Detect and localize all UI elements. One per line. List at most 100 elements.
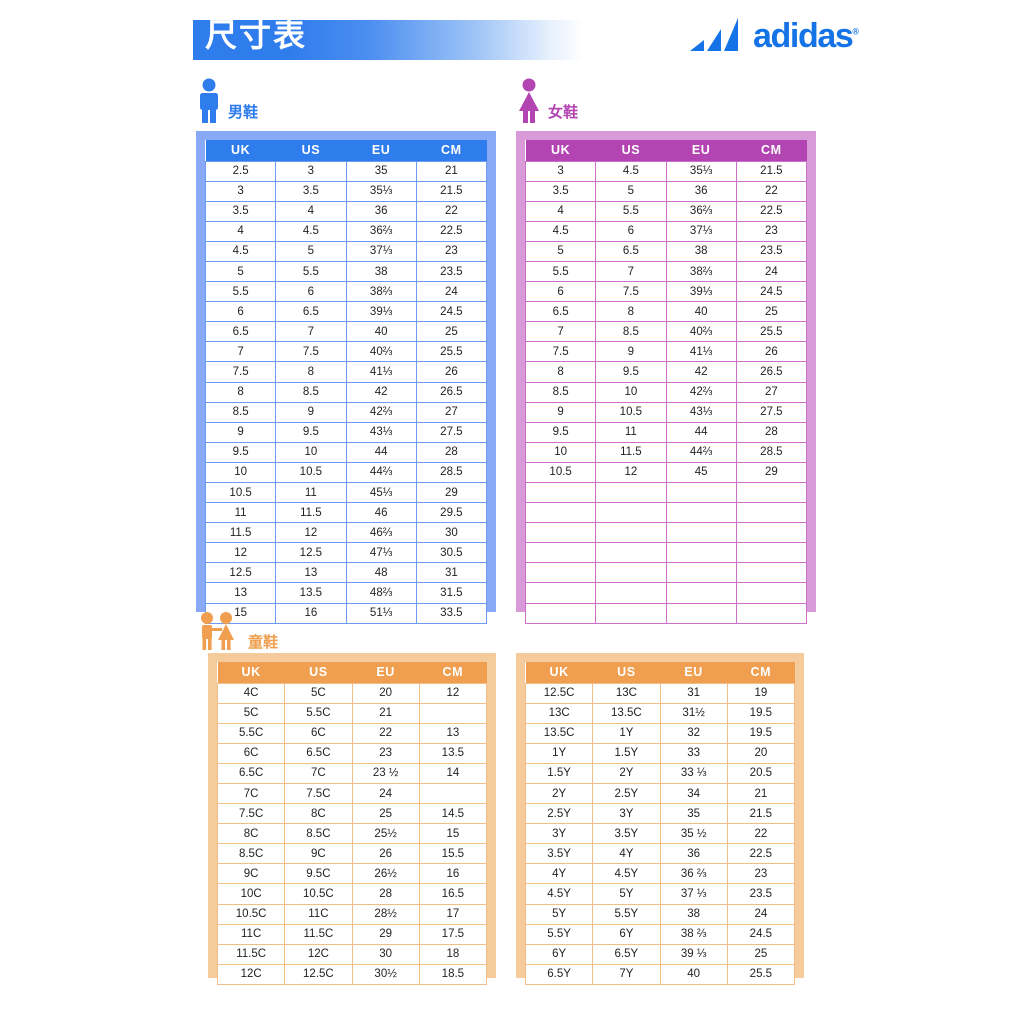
table-cell: 23 — [726, 863, 796, 885]
table-cell: 28 — [735, 421, 808, 443]
table-cell: 12C — [284, 943, 353, 965]
table-cell: 8.5C — [216, 843, 286, 865]
table-cell: 16.5 — [418, 883, 488, 905]
table-cell: 45⅓ — [345, 481, 417, 504]
table-cell: 1.5Y — [592, 742, 661, 764]
women-column-header-cm: CM — [736, 140, 807, 161]
table-cell: 30½ — [351, 963, 420, 985]
table-row: 1.5Y 2Y 33 ⅓ 20.5 — [524, 762, 796, 784]
table-row: 8 9.5 42 26.5 — [524, 361, 808, 383]
men-column-header-us: US — [275, 140, 346, 161]
table-row: 9.5 11 44 28 — [524, 421, 808, 443]
table-cell: 26 — [351, 843, 420, 865]
table-cell: 26.5 — [415, 381, 488, 403]
table-cell: 4Y — [592, 843, 661, 865]
table-cell: 4.5 — [595, 160, 667, 182]
table-cell: 42⅔ — [665, 381, 737, 403]
table-row: 2.5Y 3Y 35 21.5 — [524, 803, 796, 825]
table-cell: 5Y — [524, 903, 594, 925]
table-cell: 7Y — [592, 963, 661, 985]
section-label-kids-text: 童鞋 — [248, 634, 279, 651]
table-row: 6.5 7 40 25 — [204, 321, 488, 343]
table-cell: 23 — [415, 240, 488, 262]
table-cell: 44⅔ — [665, 441, 737, 463]
table-cell: 28½ — [351, 903, 420, 925]
table-cell: 10.5 — [524, 461, 597, 484]
table-row: 4Y 4.5Y 36 ⅔ 23 — [524, 863, 796, 885]
table-row: 3.5 5 36 22 — [524, 180, 808, 202]
table-row: 6C 6.5C 23 13.5 — [216, 742, 488, 764]
kids-right-column-header-eu: EU — [660, 662, 728, 683]
table-cell: 5C — [216, 702, 286, 724]
table-cell — [595, 562, 667, 584]
table-cell: 37⅓ — [345, 240, 417, 262]
table-row: 6.5C 7C 23 ½ 14 — [216, 762, 488, 784]
table-cell: 27 — [415, 401, 488, 423]
table-row: 13.5C 1Y 32 19.5 — [524, 722, 796, 744]
section-label-men: 男鞋 — [196, 78, 258, 124]
section-label-women: 女鞋 — [516, 78, 578, 124]
table-cell: 13.5 — [275, 582, 347, 604]
table-row: 12.5C 13C 31 19 — [524, 682, 796, 704]
table-cell: 26.5 — [735, 361, 808, 383]
table-cell: 8 — [275, 361, 347, 383]
table-cell: 30 — [415, 522, 488, 544]
page-header: 尺寸表 adidas® — [0, 0, 1024, 78]
table-cell: 3.5 — [204, 200, 277, 222]
table-cell: 11C — [284, 903, 353, 925]
table-row: 3.5 4 36 22 — [204, 200, 488, 222]
table-cell: 35⅓ — [345, 180, 417, 202]
table-cell: 13C — [592, 682, 661, 704]
kids-left-column-header-uk: UK — [217, 662, 285, 683]
table-cell: 38⅔ — [345, 281, 417, 303]
table-cell: 23 ½ — [351, 762, 420, 784]
table-cell: 25 — [351, 803, 420, 825]
table-cell: 28 — [351, 883, 420, 905]
table-cell: 11.5C — [284, 923, 353, 945]
table-cell: 13C — [524, 702, 594, 724]
adidas-three-bars-icon — [690, 18, 739, 51]
table-cell: 6.5 — [204, 321, 277, 343]
table-cell: 1.5Y — [524, 762, 594, 784]
men-size-table: UK US EU CM 2.5 3 35 21 3 3.5 35⅓ 21.5 3.5 4 36 22 4 4.5… — [204, 140, 488, 624]
table-cell: 51⅓ — [345, 602, 417, 624]
table-cell: 44⅔ — [345, 461, 417, 484]
table-cell: 42 — [665, 361, 737, 383]
table-row: 8.5C 9C 26 15.5 — [216, 843, 488, 865]
table-cell: 41⅓ — [665, 341, 737, 363]
table-cell: 11.5 — [595, 441, 667, 463]
table-cell: 24 — [415, 281, 488, 303]
table-cell — [524, 602, 597, 624]
kids-left-column-header-us: US — [284, 662, 352, 683]
table-cell: 22.5 — [726, 843, 796, 865]
table-cell: 13.5C — [524, 722, 594, 744]
table-cell: 3 — [524, 160, 597, 182]
table-cell: 7 — [595, 260, 667, 283]
table-cell: 27.5 — [415, 421, 488, 443]
kids-left-column-header-eu: EU — [352, 662, 420, 683]
table-cell: 12 — [418, 682, 488, 704]
table-cell: 5.5 — [595, 200, 667, 222]
table-cell: 25 — [735, 301, 808, 323]
table-row — [524, 582, 808, 604]
table-row: 4.5Y 5Y 37 ⅓ 23.5 — [524, 883, 796, 905]
table-cell: 10.5 — [275, 461, 347, 484]
table-row: 2.5 3 35 21 — [204, 160, 488, 182]
table-cell: 24 — [726, 903, 796, 925]
table-cell: 15 — [418, 823, 488, 845]
table-cell — [595, 582, 667, 604]
table-cell: 11.5 — [204, 522, 277, 544]
table-cell: 10 — [595, 381, 667, 403]
table-cell — [735, 582, 808, 604]
table-cell: 4 — [524, 200, 597, 222]
table-row — [524, 502, 808, 524]
table-cell: 35 — [345, 160, 417, 182]
table-cell: 5.5C — [284, 702, 353, 724]
table-cell: 44 — [665, 421, 737, 443]
table-cell: 4 — [204, 220, 277, 242]
table-cell: 38 ⅔ — [659, 923, 728, 945]
table-cell: 30 — [351, 943, 420, 965]
table-cell: 8.5 — [275, 381, 347, 403]
table-cell: 25.5 — [726, 963, 796, 985]
table-cell — [665, 582, 737, 604]
